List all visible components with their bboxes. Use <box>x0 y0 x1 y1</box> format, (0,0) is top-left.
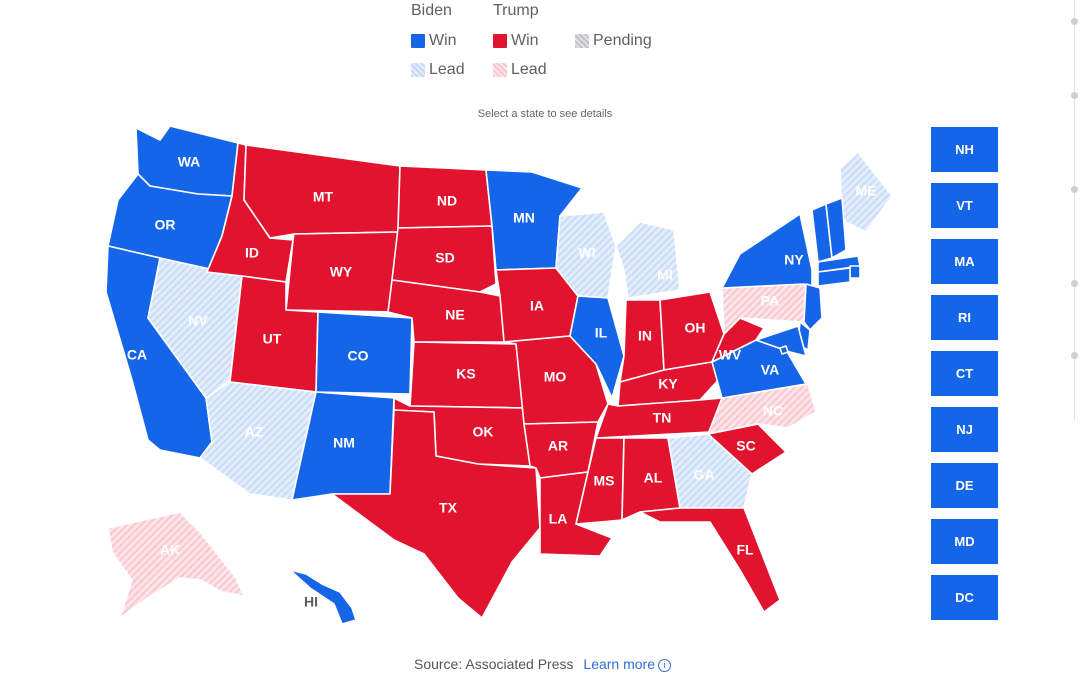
state-in[interactable] <box>619 299 665 383</box>
legend-trump-win: Win <box>493 32 539 50</box>
state-tn[interactable] <box>595 397 723 439</box>
state-ny[interactable] <box>721 213 813 297</box>
rail-dot <box>1071 352 1078 359</box>
state-ks[interactable] <box>409 341 525 409</box>
state-hi[interactable] <box>289 569 357 625</box>
state-ga[interactable] <box>667 433 753 509</box>
state-box-vt[interactable]: VT <box>931 183 998 228</box>
state-co[interactable] <box>315 311 413 395</box>
state-box-ct[interactable]: CT <box>931 351 998 396</box>
state-box-ri[interactable]: RI <box>931 295 998 340</box>
learn-more-link[interactable]: Learn more i <box>583 656 671 672</box>
state-box-nh[interactable]: NH <box>931 127 998 172</box>
legend-trump-lead: Lead <box>493 61 547 79</box>
legend-biden-lead: Lead <box>411 61 465 79</box>
state-dc[interactable] <box>779 345 789 355</box>
state-nd[interactable] <box>397 165 493 229</box>
state-wy[interactable] <box>285 231 399 313</box>
state-label-hi: HI <box>304 594 318 610</box>
rail-dot <box>1071 280 1078 287</box>
state-sd[interactable] <box>391 225 497 293</box>
state-md[interactable] <box>755 325 807 357</box>
map-hint: Select a state to see details <box>477 108 613 120</box>
state-mt[interactable] <box>243 144 401 239</box>
trump-lead-swatch <box>493 63 507 77</box>
state-ct[interactable] <box>817 267 851 287</box>
state-box-dc[interactable]: DC <box>931 575 998 620</box>
source-text: Source: Associated Press <box>413 656 574 672</box>
rail-dot <box>1071 18 1078 25</box>
state-nj[interactable] <box>803 283 823 331</box>
biden-win-swatch <box>411 34 425 48</box>
state-mi[interactable] <box>615 221 681 299</box>
state-me[interactable] <box>839 151 893 233</box>
state-ne[interactable] <box>387 279 513 343</box>
trump-win-swatch <box>493 34 507 48</box>
legend-biden-win: Win <box>411 32 457 50</box>
state-box-md[interactable]: MD <box>931 519 998 564</box>
state-ak[interactable] <box>107 511 245 619</box>
legend-pending: Pending <box>575 32 652 50</box>
legend-trump-header: Trump <box>493 2 539 19</box>
state-tx[interactable] <box>331 409 541 619</box>
legend-biden-header: Biden <box>411 2 452 19</box>
rail-dot <box>1071 186 1078 193</box>
scroll-rail <box>1074 0 1075 420</box>
state-box-nj[interactable]: NJ <box>931 407 998 452</box>
state-fl[interactable] <box>639 507 781 613</box>
source-footer: Source: Associated Press Learn more i <box>0 656 1080 672</box>
state-nh[interactable] <box>825 197 847 259</box>
biden-lead-swatch <box>411 63 425 77</box>
state-il[interactable] <box>569 295 625 399</box>
info-circle-icon: i <box>658 658 671 672</box>
state-box-de[interactable]: DE <box>931 463 998 508</box>
state-ri[interactable] <box>849 265 861 279</box>
map-legend: Biden Trump Win Win Pending Lead Lead <box>411 0 711 90</box>
pending-swatch <box>575 34 589 48</box>
rail-dot <box>1071 92 1078 99</box>
state-box-ma[interactable]: MA <box>931 239 998 284</box>
